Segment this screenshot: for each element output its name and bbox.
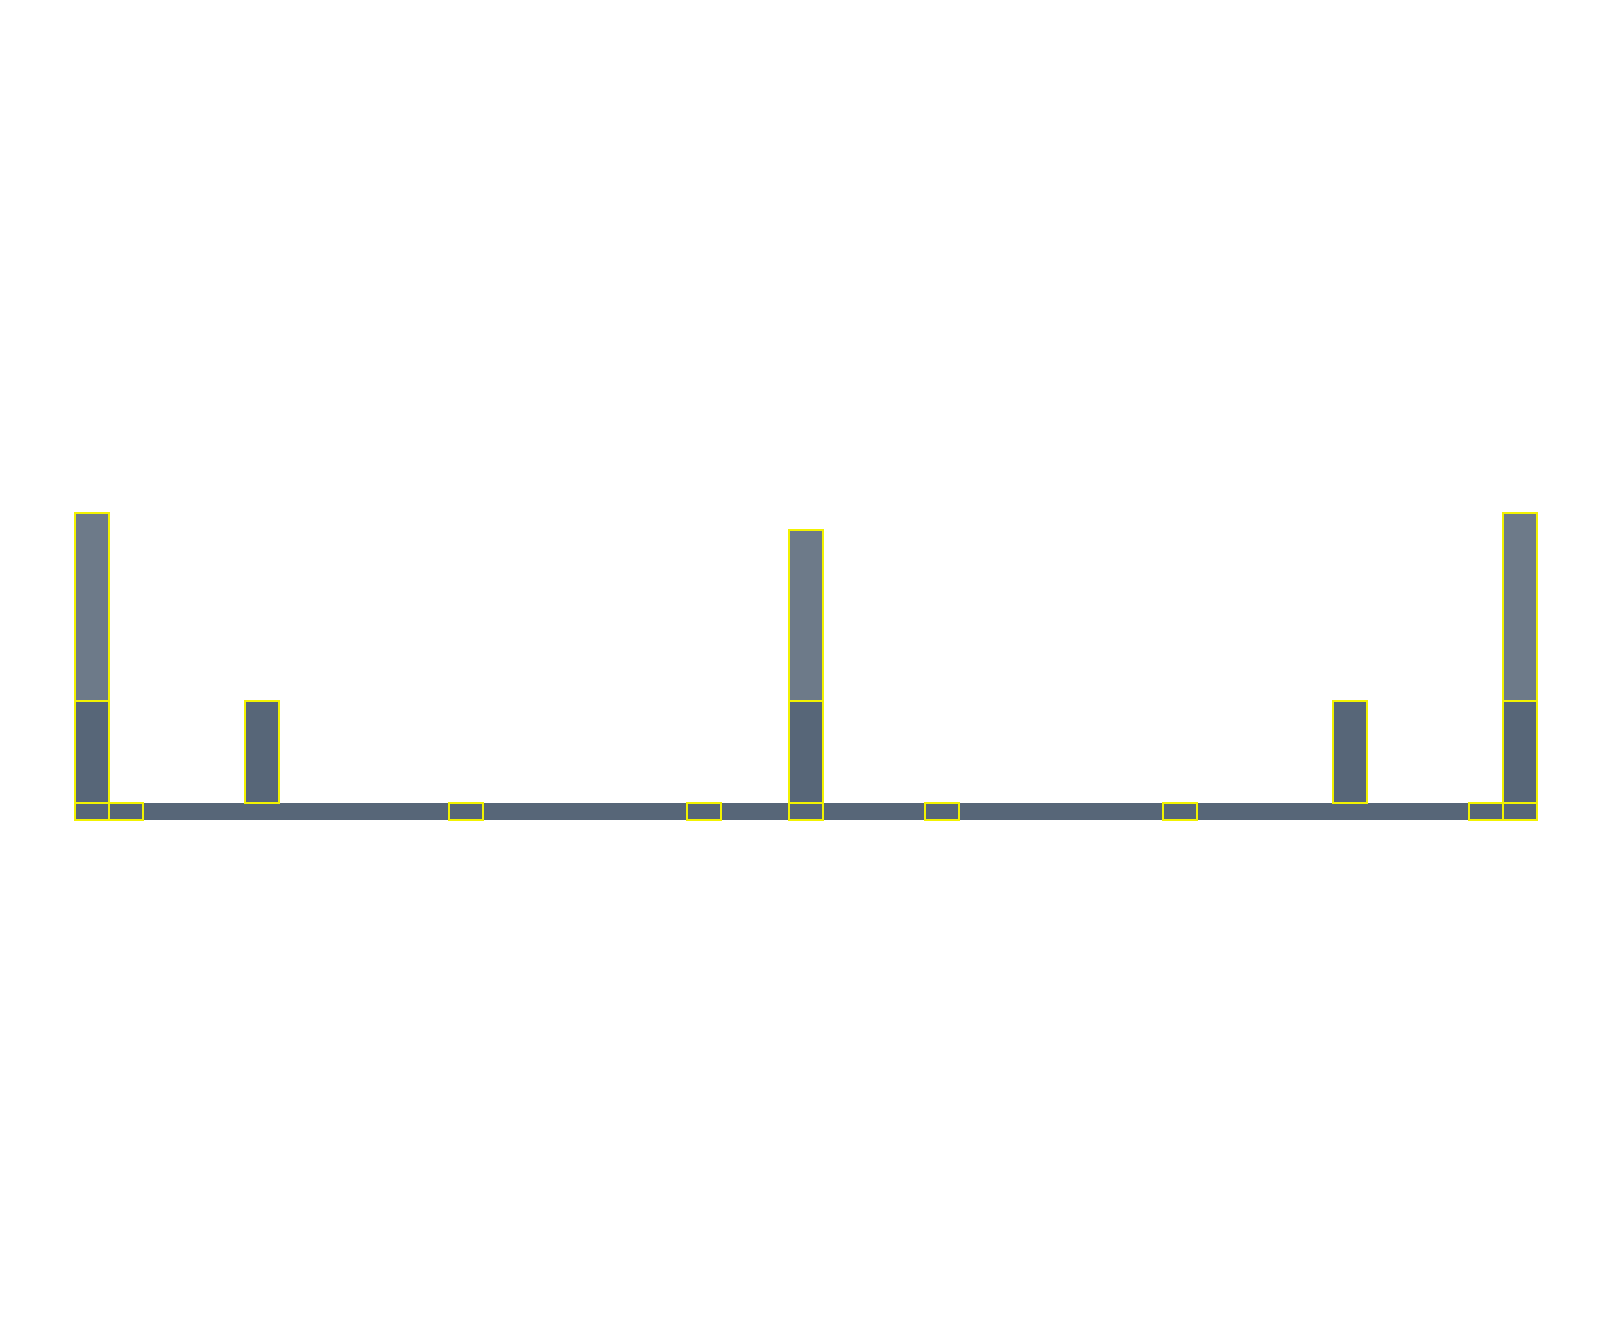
right-end-column-upper-block bbox=[1502, 512, 1538, 702]
base-joint-6 bbox=[924, 802, 960, 821]
base-joint-9 bbox=[1502, 802, 1538, 821]
base-joint-2 bbox=[108, 802, 144, 821]
base-joint-3 bbox=[448, 802, 484, 821]
base-joint-8 bbox=[1468, 802, 1504, 821]
left-end-column-upper-block bbox=[74, 512, 110, 702]
diagram-layer bbox=[74, 512, 1538, 821]
base-joint-7 bbox=[1162, 802, 1198, 821]
left-end-column-lower-block bbox=[74, 700, 110, 804]
sixth-column-lower-block bbox=[1332, 700, 1368, 804]
base-joint-4 bbox=[686, 802, 722, 821]
base-joint-1 bbox=[74, 802, 110, 821]
center-column-lower-block bbox=[788, 700, 824, 804]
base-joint-5 bbox=[788, 802, 824, 821]
center-column-upper-block bbox=[788, 529, 824, 702]
second-column-lower-block bbox=[244, 700, 280, 804]
right-end-column-lower-block bbox=[1502, 700, 1538, 804]
